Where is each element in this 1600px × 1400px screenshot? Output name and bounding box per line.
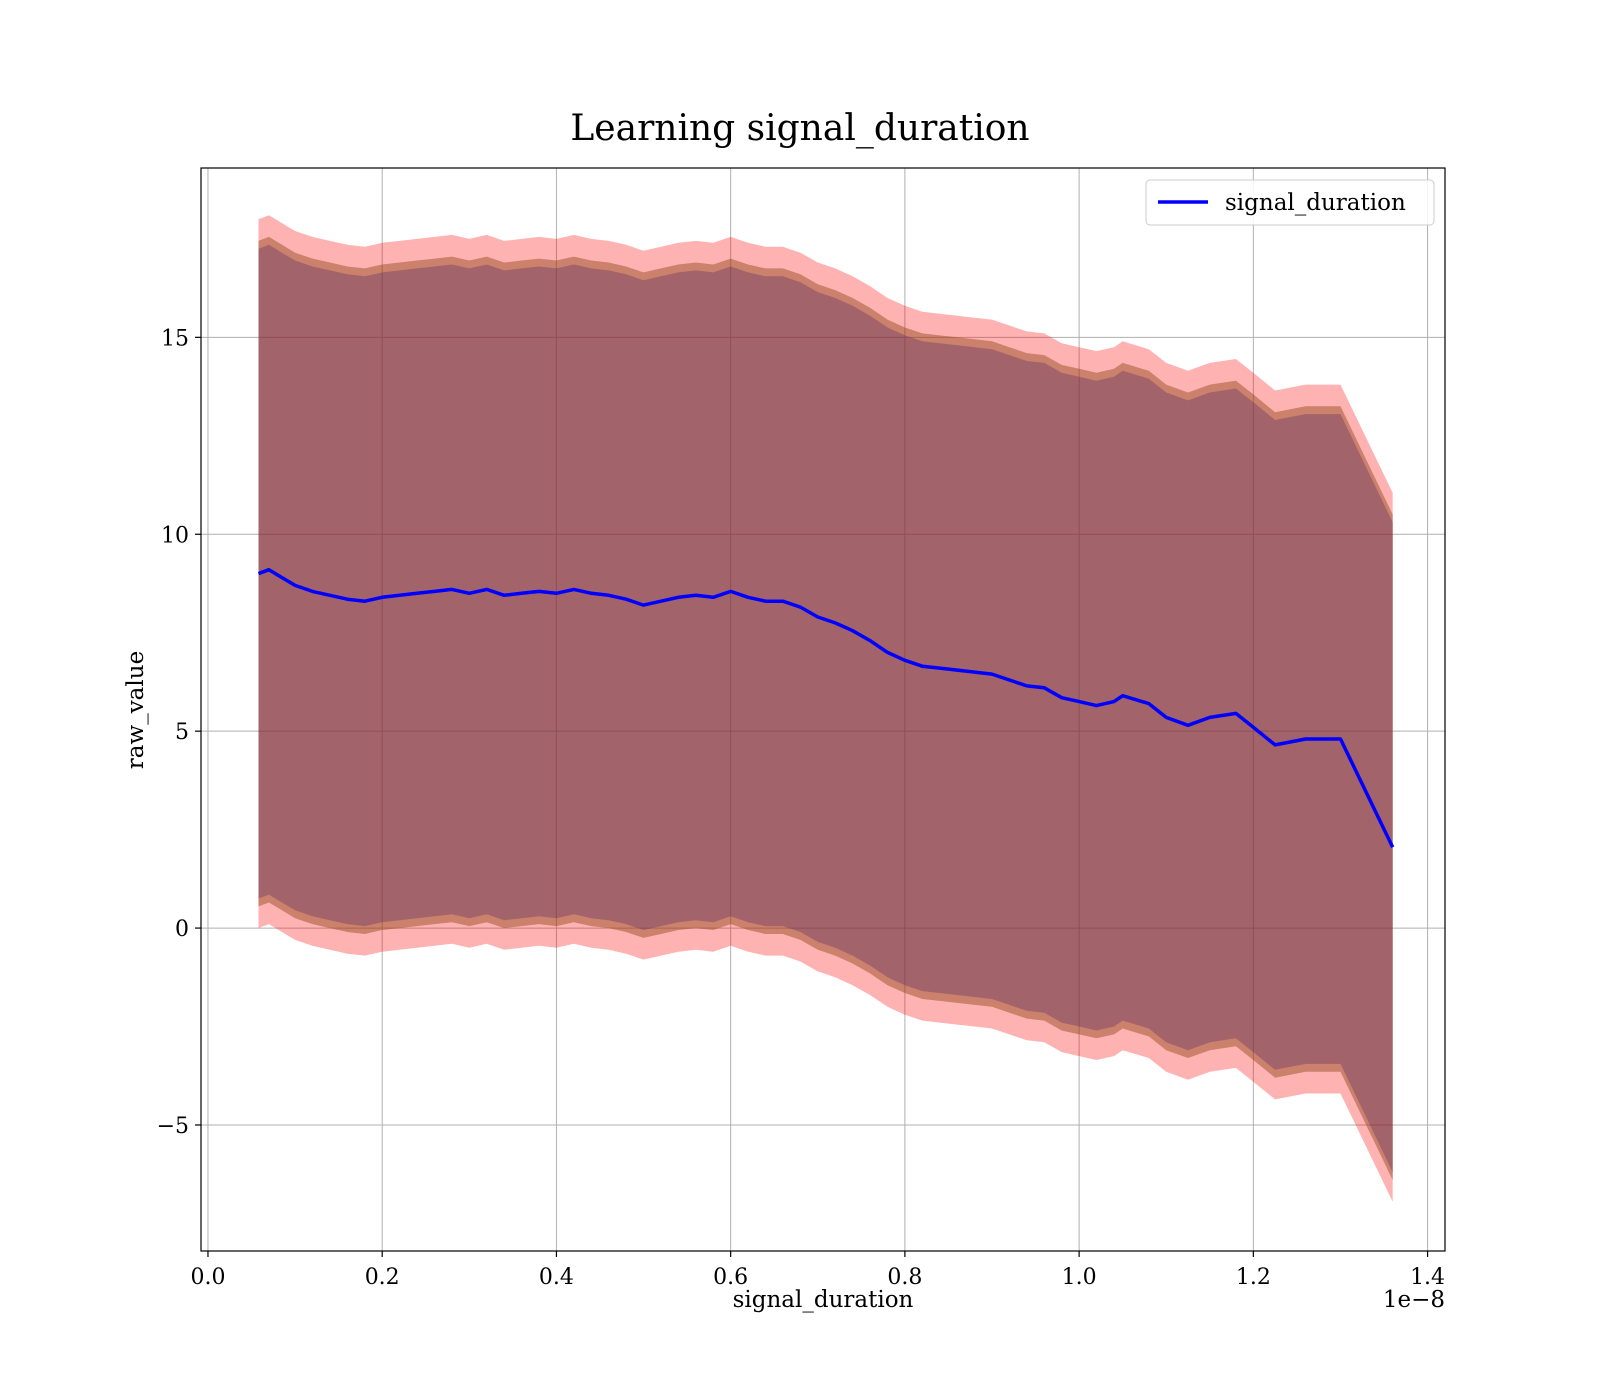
- series-lines: [257, 567, 1395, 849]
- series-line-signal-duration: [257, 567, 1395, 849]
- x-tick-label: 0.6: [713, 1265, 748, 1290]
- confidence-band: [258, 215, 1393, 1202]
- chart-title: Learning signal_duration: [570, 108, 1029, 149]
- x-tick-label: 0.8: [887, 1265, 922, 1290]
- x-axis-offset-label: 1e−8: [1383, 1287, 1445, 1313]
- y-tick-label: 5: [175, 720, 189, 745]
- x-axis-ticks: 0.0 0.2 0.4 0.6 0.8 1.0 1.2 1.4: [190, 1251, 1445, 1290]
- y-tick-label: 0: [175, 917, 189, 942]
- x-tick-label: 1.4: [1410, 1265, 1445, 1290]
- x-tick-label: 0.4: [539, 1265, 574, 1290]
- x-axis-label: signal_duration: [733, 1287, 914, 1313]
- x-tick-label: 1.2: [1236, 1265, 1271, 1290]
- legend-box: [1145, 179, 1435, 226]
- confidence-band: [258, 236, 1393, 1181]
- y-tick-label: −5: [157, 1114, 189, 1139]
- legend: signal_duration: [1145, 179, 1435, 226]
- y-tick-label: 10: [161, 523, 189, 548]
- confidence-bands: [258, 215, 1393, 1202]
- legend-label: signal_duration: [1225, 190, 1406, 216]
- y-axis-label: raw_value: [123, 651, 149, 769]
- plot-frame: [200, 167, 1446, 1252]
- x-tick-label: 0.2: [365, 1265, 400, 1290]
- x-tick-label: 1.0: [1062, 1265, 1097, 1290]
- y-tick-label: 15: [161, 326, 189, 351]
- x-tick-label: 0.0: [190, 1265, 225, 1290]
- confidence-band: [258, 244, 1393, 1173]
- grid: [201, 168, 1445, 1251]
- y-axis-ticks: −5 0 5 10 15: [157, 326, 201, 1139]
